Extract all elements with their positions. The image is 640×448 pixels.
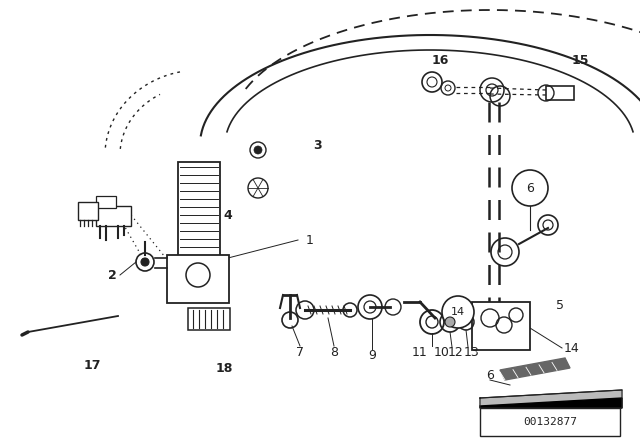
Bar: [188, 308, 230, 330]
Text: 2: 2: [108, 268, 116, 281]
Text: 9: 9: [368, 349, 376, 362]
Text: 7: 7: [296, 345, 304, 358]
Polygon shape: [500, 358, 570, 380]
Bar: [546, 86, 574, 100]
Text: 14: 14: [451, 307, 465, 317]
Text: 11: 11: [412, 345, 428, 358]
Text: 8: 8: [330, 345, 338, 358]
Polygon shape: [480, 390, 622, 406]
Text: 14: 14: [564, 341, 580, 354]
Circle shape: [445, 317, 455, 327]
Circle shape: [141, 258, 149, 266]
Polygon shape: [480, 398, 622, 408]
Text: 3: 3: [314, 138, 323, 151]
Bar: [78, 202, 98, 220]
Text: 6: 6: [486, 369, 494, 382]
Circle shape: [442, 296, 474, 328]
Text: 17: 17: [83, 358, 100, 371]
Text: 10: 10: [434, 345, 450, 358]
Text: 13: 13: [464, 345, 480, 358]
Bar: [96, 196, 116, 208]
Circle shape: [254, 146, 262, 154]
Text: 6: 6: [526, 181, 534, 194]
Text: 16: 16: [431, 53, 449, 66]
Bar: [472, 302, 530, 350]
Bar: [96, 206, 131, 226]
Text: 00132877: 00132877: [523, 417, 577, 427]
Bar: [167, 255, 229, 303]
Text: 4: 4: [223, 208, 232, 221]
Circle shape: [512, 170, 548, 206]
Text: 12: 12: [448, 345, 464, 358]
Bar: [178, 162, 220, 257]
Text: 5: 5: [556, 298, 564, 311]
Text: 15: 15: [572, 53, 589, 66]
Bar: [480, 408, 620, 436]
Text: 1: 1: [306, 233, 314, 246]
Text: 19: 19: [77, 208, 95, 221]
Text: 18: 18: [215, 362, 233, 375]
